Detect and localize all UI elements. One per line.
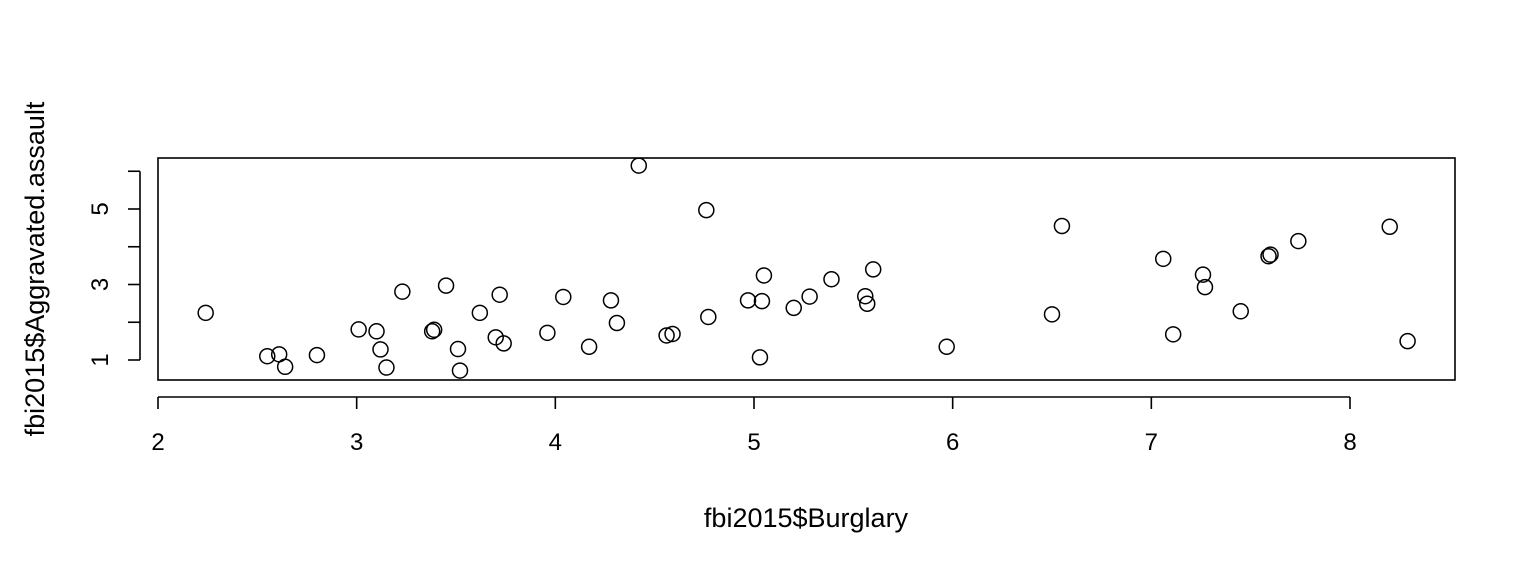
data-point [1381, 218, 1398, 235]
data-point [1043, 306, 1061, 323]
data-point [857, 287, 874, 305]
data-point [350, 321, 367, 338]
data-point [394, 283, 411, 300]
data-point [197, 304, 214, 322]
data-point [1053, 217, 1071, 235]
data-point [1260, 247, 1277, 265]
data-point [753, 292, 771, 310]
x-axis: 2 3 4 5 6 7 8 [151, 396, 1357, 456]
data-point [630, 157, 648, 174]
data-point [491, 286, 508, 303]
data-point [425, 321, 443, 339]
x-tick-label: 8 [1343, 429, 1356, 456]
data-point [308, 346, 326, 364]
data-point [1399, 332, 1416, 350]
data-point [1290, 232, 1307, 250]
data-point [755, 267, 773, 284]
data-point [1155, 250, 1172, 268]
data-point [664, 325, 681, 343]
data-point [823, 270, 840, 288]
data-point [495, 335, 512, 352]
data-points [197, 157, 1416, 379]
x-tick-label: 3 [350, 429, 363, 456]
data-point [471, 304, 489, 322]
data-point [1262, 246, 1279, 263]
y-tick-label: 1 [87, 353, 114, 366]
data-point [437, 277, 455, 294]
data-point [864, 261, 882, 278]
data-point [276, 358, 294, 376]
data-point [658, 327, 675, 344]
data-point [608, 314, 626, 332]
data-point [539, 324, 556, 342]
data-point [602, 292, 620, 309]
x-tick-label: 2 [151, 429, 164, 456]
data-point [938, 338, 955, 356]
data-point [1164, 326, 1182, 343]
data-point [555, 288, 572, 306]
data-point [751, 349, 769, 366]
data-point [423, 323, 441, 340]
data-point [739, 292, 757, 309]
data-point [858, 295, 876, 313]
data-point [580, 338, 598, 356]
data-point [449, 340, 467, 358]
data-point [700, 308, 717, 326]
data-point [1232, 303, 1249, 320]
data-point [451, 362, 469, 379]
y-axis: 1 3 5 [87, 170, 141, 367]
y-tick-label: 5 [87, 202, 114, 215]
data-point [801, 288, 818, 305]
data-point [1194, 266, 1212, 283]
data-point [785, 299, 802, 317]
data-point [259, 347, 276, 365]
x-tick-label: 5 [747, 429, 760, 456]
y-axis-title: fbi2015$Aggravated.assault [20, 101, 50, 436]
x-tick-label: 4 [549, 429, 562, 456]
x-tick-label: 7 [1145, 429, 1158, 456]
plot-frame [157, 157, 1456, 381]
data-point [368, 323, 385, 340]
data-point [372, 341, 389, 358]
x-tick-label: 6 [946, 429, 959, 456]
x-axis-title: fbi2015$Burglary [704, 503, 909, 533]
y-tick-label: 3 [87, 278, 114, 291]
data-point [378, 359, 395, 376]
data-point [1196, 278, 1214, 296]
data-point [698, 201, 715, 219]
